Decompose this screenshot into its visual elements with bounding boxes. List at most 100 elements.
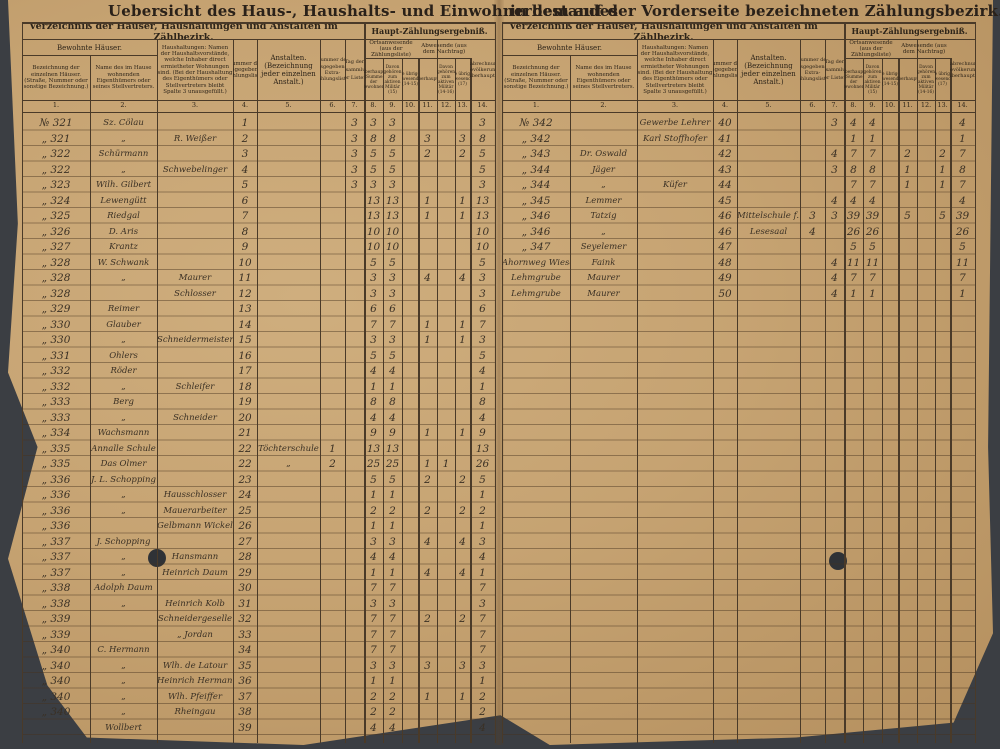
column-divider [825, 39, 826, 743]
table-cell: 5 [479, 256, 486, 269]
table-cell: 2 [329, 458, 336, 470]
table-cell: „ 337 [41, 551, 71, 563]
table-cell: 4 [479, 365, 486, 377]
table-cell: „ [121, 273, 126, 283]
table-cell: 3 [370, 117, 377, 129]
table-cell: 4 [424, 272, 431, 284]
main-result-heading: Haupt-Zählungsergebniß. [851, 26, 968, 36]
table-cell: Rheingau [174, 707, 216, 717]
table-cell: 5 [389, 473, 396, 486]
table-cell: 10 [475, 241, 490, 253]
table-cell: 3 [370, 597, 377, 610]
col12-heading: Davon gehören zum aktiven Militär (14-16… [437, 64, 455, 95]
table-cell: 2 [370, 504, 377, 517]
table-cell: 1 [389, 380, 396, 393]
table-cell: 4 [241, 163, 249, 176]
table-cell: 3 [370, 272, 377, 284]
table-cell: 21 [238, 427, 252, 439]
table-cell: 6 [389, 303, 396, 315]
table-cell: 30 [238, 582, 252, 594]
table-cell: „ [121, 490, 126, 500]
table-cell: 13 [385, 194, 400, 207]
table-cell: 4 [389, 411, 396, 424]
table-cell: 1 [459, 334, 466, 346]
right-page-table: Verzeichniß der Häuser, Haushaltungen un… [502, 22, 976, 745]
table-cell: 2 [939, 148, 946, 160]
table-cell: 1 [939, 163, 946, 176]
table-cell: 5 [479, 473, 486, 486]
table-cell: 4 [959, 117, 966, 129]
table-cell: 4 [459, 535, 466, 548]
table-cell: 1 [959, 132, 966, 145]
column-divider [495, 22, 496, 743]
table-cell: „ [121, 164, 126, 175]
table-cell: 5 [479, 349, 486, 362]
section-heading: Verzeichniß der Häuser, Haushaltungen un… [509, 24, 818, 39]
table-cell: Lehmgrube [511, 273, 561, 283]
table-cell: „ 330 [41, 318, 71, 331]
col3-heading: Haushaltungen: Namen der Haushaltsvorstä… [637, 44, 713, 95]
table-cell: 3 [479, 287, 486, 300]
table-cell: 10 [475, 225, 490, 238]
section-heading: Verzeichniß der Häuser, Haushaltungen un… [29, 24, 338, 39]
table-cell: 25 [366, 458, 381, 470]
table-cell: 1 [479, 380, 486, 393]
table-cell: 3 [831, 163, 838, 176]
table-cell: 25 [238, 504, 252, 517]
column-divider [22, 22, 23, 743]
table-cell: J. Schopping [96, 536, 151, 547]
section-line [22, 39, 495, 40]
table-cell: „ Jordan [177, 629, 213, 640]
column-number-line [502, 100, 975, 101]
table-cell: 7 [389, 318, 396, 331]
table-cell: 1 [370, 675, 377, 687]
table-cell: 4 [389, 551, 396, 563]
table-cell: 3 [389, 535, 396, 548]
table-cell: 17 [238, 365, 252, 377]
table-cell: 5 [939, 210, 946, 222]
table-cell: 33 [238, 628, 252, 641]
column-number-line [22, 100, 495, 101]
column-number: 13. [457, 101, 468, 109]
table-cell: „ 325 [41, 210, 71, 222]
table-cell: Sz. Cölau [103, 118, 144, 128]
table-cell: 1 [370, 520, 377, 532]
table-cell: „ 326 [41, 225, 71, 238]
table-cell: Lewengütt [100, 195, 147, 206]
table-cell: 18 [238, 380, 252, 393]
table-cell: 3 [351, 132, 358, 145]
table-cell: 7 [479, 582, 486, 594]
table-cell: „ [601, 226, 606, 237]
col13-heading: Die übrigen Abwesenden (17) [935, 72, 950, 87]
table-cell: Annalle Schule [91, 443, 156, 454]
table-cell: 1 [459, 194, 466, 207]
table-cell: Glauber [106, 319, 141, 330]
table-cell: Seyelemer [580, 242, 627, 252]
table-cell: „ [121, 676, 126, 686]
table-cell: 45 [718, 194, 732, 207]
table-cell: 5 [479, 163, 486, 176]
table-cell: 1 [329, 442, 336, 455]
table-cell: 5 [904, 210, 911, 222]
main-result-heading: Haupt-Zählungsergebniß. [371, 26, 488, 36]
table-cell: 6 [479, 303, 486, 315]
table-cell: Karl Stoffhofer [642, 133, 708, 144]
table-cell: „ 346 [521, 225, 551, 238]
table-cell: 7 [479, 628, 486, 641]
table-cell: 3 [479, 597, 486, 610]
table-cell: 13 [385, 210, 400, 222]
table-cell: 48 [718, 256, 732, 269]
table-cell: „ 323 [41, 179, 71, 191]
table-cell: 1 [424, 210, 431, 222]
column-number: 11. [422, 101, 433, 109]
table-cell: 3 [389, 287, 396, 300]
table-cell: 50 [718, 287, 732, 300]
ruled-lines [502, 115, 975, 743]
table-cell: 4 [831, 148, 838, 160]
table-cell: „ 343 [521, 148, 551, 160]
table-cell: 39 [865, 210, 880, 222]
column-divider [637, 39, 638, 743]
table-cell: 42 [718, 148, 732, 160]
table-cell: 5 [370, 473, 377, 486]
col4-heading: Nummer der ausgegebenen Zählungsliste. [713, 60, 737, 80]
